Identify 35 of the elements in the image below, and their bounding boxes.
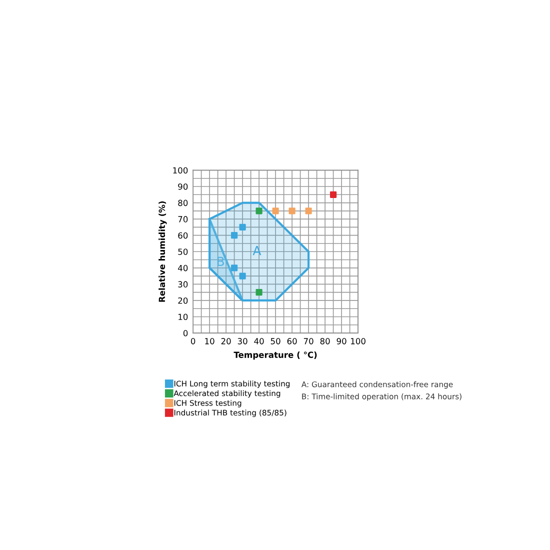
point [231, 264, 238, 272]
point [256, 208, 262, 214]
x-tick-label: 40 [254, 338, 264, 344]
point [239, 272, 246, 280]
x-tick-label: 60 [287, 338, 297, 344]
point [288, 208, 296, 214]
x-tick-label: 30 [238, 338, 248, 344]
y-axis-title: Relative humidity (%) [158, 201, 167, 302]
y-tick-label: 40 [178, 264, 188, 272]
x-tick-label: 90 [336, 338, 346, 344]
point [256, 289, 262, 296]
point [239, 224, 246, 230]
x-tick-label: 20 [221, 338, 231, 344]
y-tick-label: 30 [178, 281, 188, 288]
x-tick-label: 10 [205, 338, 214, 344]
point [272, 208, 279, 214]
point [330, 191, 337, 198]
x-tick-label: 0 [190, 338, 196, 344]
series-label: A [252, 246, 262, 256]
point [305, 208, 312, 214]
x-axis-title: Temperature ( °C) [234, 352, 317, 360]
x-tick-label: 50 [270, 338, 280, 344]
x-tick-label: 80 [320, 338, 330, 344]
y-tick-label: 80 [178, 200, 188, 206]
y-tick-label: 20 [178, 297, 188, 304]
y-tick-label: 70 [178, 216, 188, 222]
y-tick-label: 50 [178, 248, 188, 255]
y-tick-label: 0 [183, 330, 188, 336]
y-tick-label: 60 [178, 232, 188, 239]
y-tick-label: 90 [178, 183, 188, 190]
point [231, 232, 238, 239]
y-tick-label: 100 [173, 167, 188, 174]
x-tick-label: 100 [351, 338, 366, 344]
x-tick-label: 70 [304, 338, 314, 344]
y-tick-label: 10 [178, 314, 188, 320]
